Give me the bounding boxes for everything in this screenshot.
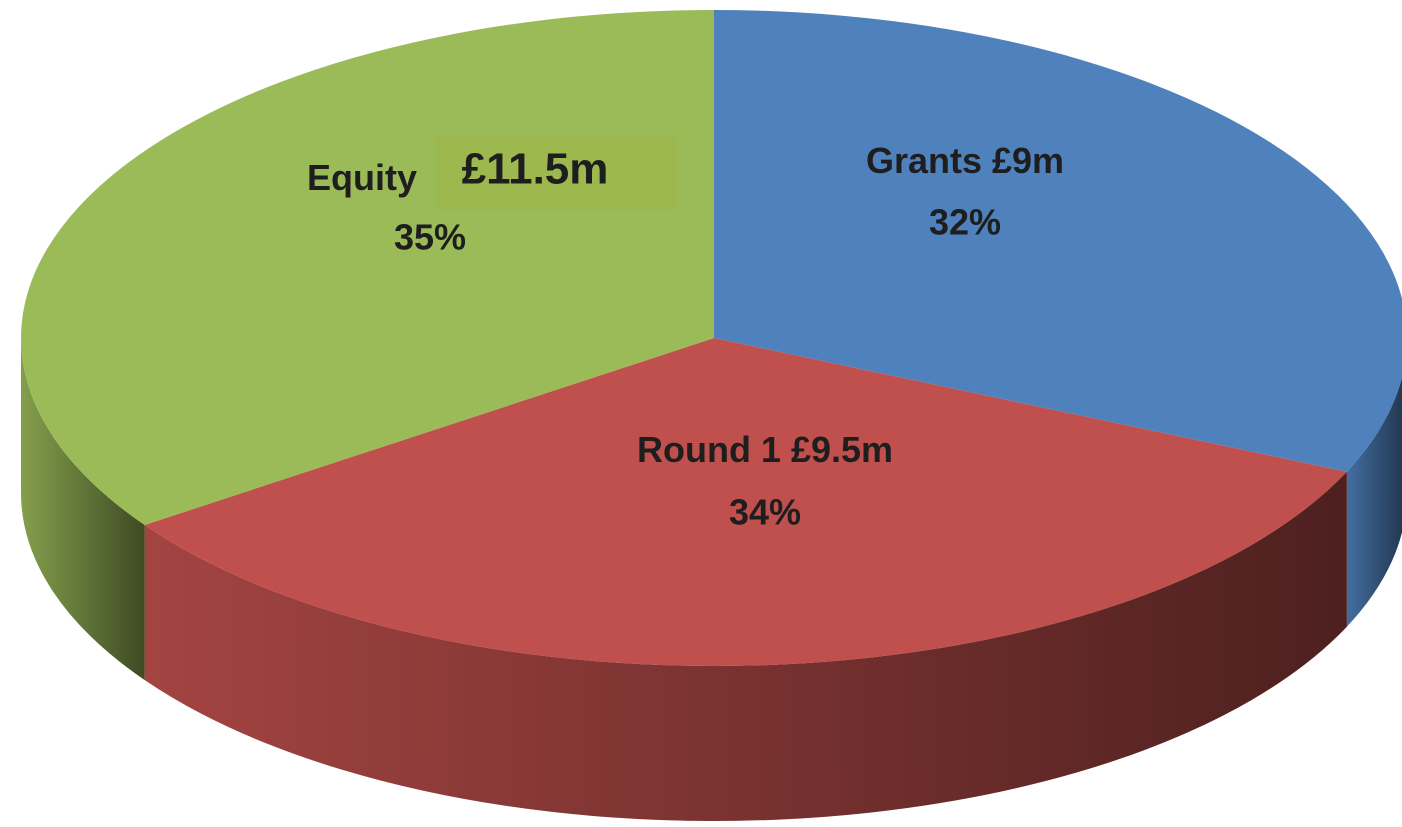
slice-label: Round 1 £9.5m (637, 429, 893, 470)
amount-box (435, 135, 678, 210)
amount-label: £11.5m (462, 145, 609, 194)
category-label: Grants (866, 140, 982, 181)
slice-label: Grants £9m (866, 140, 1064, 181)
amount-label: £9m (992, 140, 1064, 181)
amount-label: £9.5m (791, 429, 893, 470)
slice (144, 338, 1347, 666)
value-label: 35% (394, 217, 466, 258)
value-label: 32% (929, 202, 1001, 243)
value-label: 34% (729, 492, 801, 533)
category-label: Round 1 (637, 429, 781, 470)
slice-label: Equity (307, 157, 417, 198)
slice-side-shade (21, 338, 145, 680)
slice-side-shade (144, 471, 1347, 821)
category-label: Equity (307, 157, 417, 198)
slice (714, 10, 1402, 472)
slice-side-shade (1346, 377, 1402, 627)
